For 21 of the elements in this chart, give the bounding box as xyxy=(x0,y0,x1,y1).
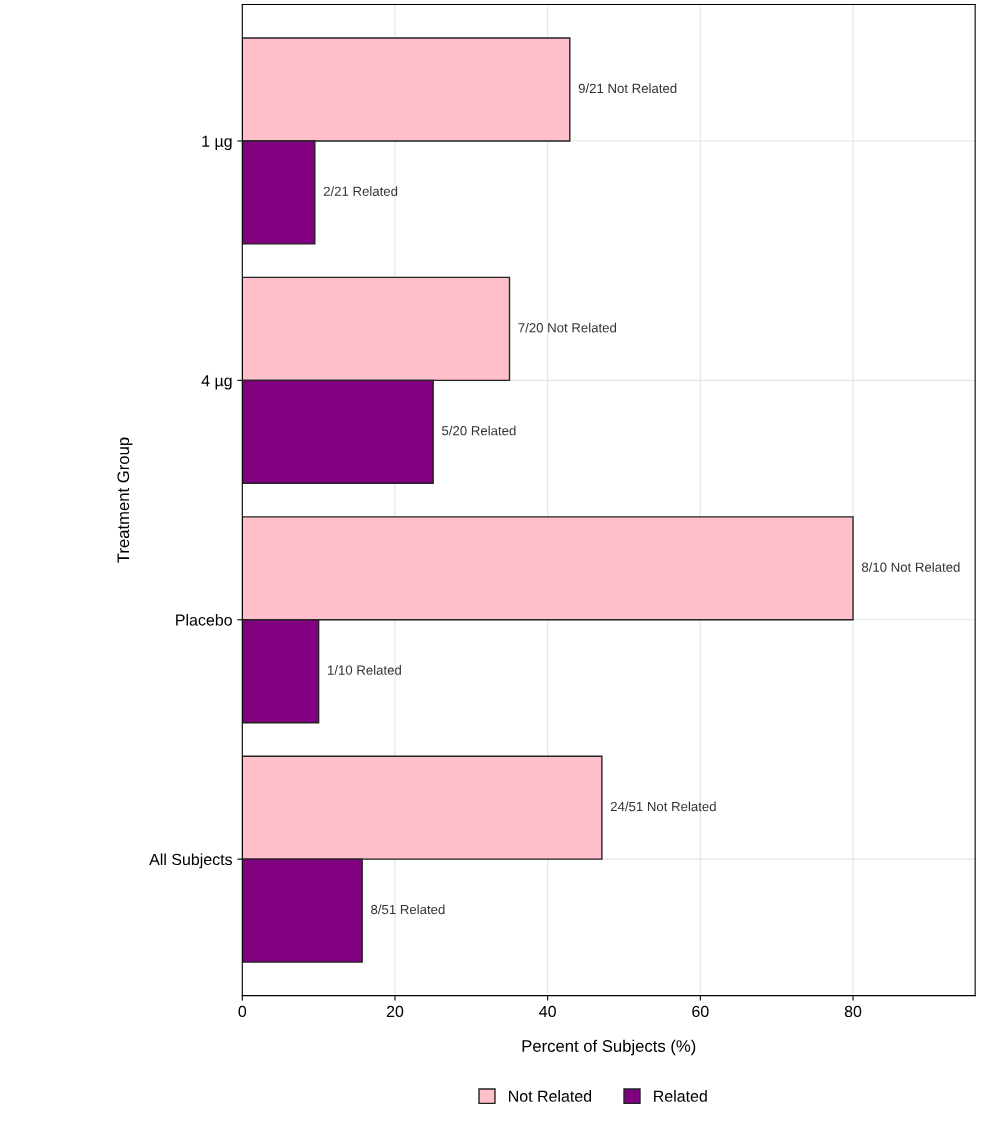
data-label: 1/10 Related xyxy=(327,665,401,675)
x-tick-label: 40 xyxy=(539,1005,556,1018)
x-axis-title: Percent of Subjects (%) xyxy=(522,1039,696,1056)
data-label: 24/51 Not Related xyxy=(610,801,716,812)
y-tick-label: 4 µg xyxy=(201,375,232,390)
y-tick-label: Placebo xyxy=(176,613,232,626)
y-tick-label: 1 µg xyxy=(202,135,232,151)
x-tick-label: 20 xyxy=(386,1005,404,1018)
y-axis-title: Treatment Group xyxy=(117,437,133,563)
data-label: 9/21 Not Related xyxy=(578,83,677,94)
legend-label: Not Related xyxy=(509,1090,592,1102)
data-label: 5/20 Related xyxy=(442,425,516,436)
x-tick-label: 60 xyxy=(692,1005,709,1018)
data-label: 8/10 Not Related xyxy=(861,562,960,572)
data-label: 7/20 Not Related xyxy=(518,322,616,333)
y-tick-label: All Subjects xyxy=(149,853,233,869)
data-label: 2/21 Related xyxy=(323,186,398,196)
x-tick-label: 0 xyxy=(238,1005,247,1018)
data-label: 8/51 Related xyxy=(371,904,445,915)
legend-label: Related xyxy=(654,1090,707,1102)
x-tick-label: 80 xyxy=(844,1005,862,1018)
